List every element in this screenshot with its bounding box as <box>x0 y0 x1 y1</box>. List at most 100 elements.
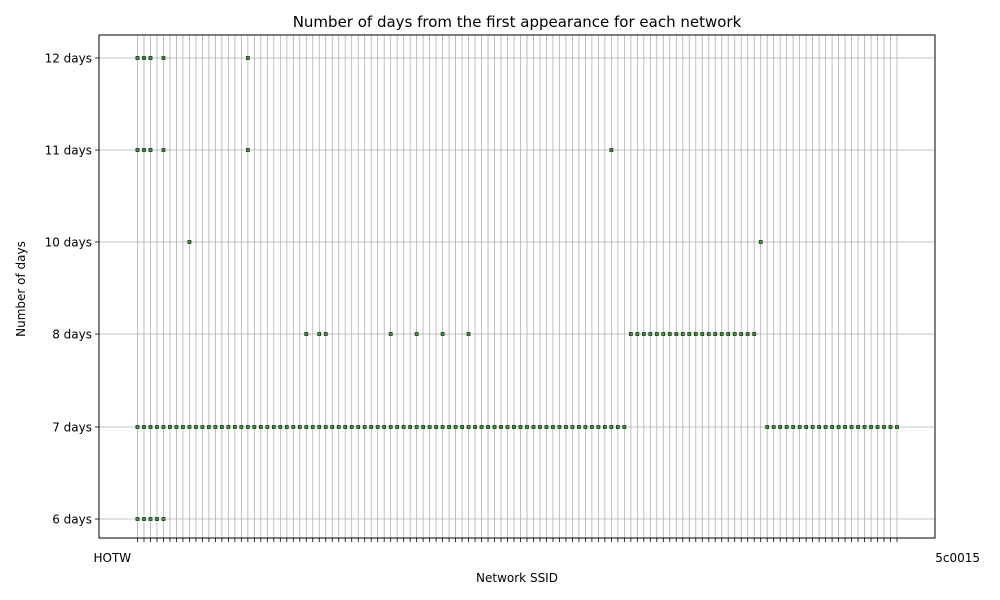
data-point <box>810 425 815 429</box>
data-point <box>155 425 159 429</box>
data-point <box>226 425 231 429</box>
data-point <box>875 425 880 429</box>
data-point <box>168 425 172 429</box>
data-point <box>713 332 718 336</box>
data-point <box>590 425 594 429</box>
x-gridlines <box>137 35 898 538</box>
data-point <box>486 425 490 429</box>
data-point <box>473 425 477 429</box>
data-point <box>258 425 263 429</box>
data-point <box>330 425 335 429</box>
data-point <box>577 425 581 429</box>
x-tick-label: HOTW <box>94 551 132 565</box>
y-tick-label: 6 days <box>52 513 92 527</box>
data-point <box>538 425 542 429</box>
data-point <box>362 425 367 429</box>
data-point <box>317 425 322 429</box>
data-point <box>732 332 737 336</box>
data-point <box>434 425 438 429</box>
data-point <box>174 425 179 429</box>
data-point <box>726 332 731 336</box>
data-point <box>246 425 250 429</box>
data-point <box>862 425 867 429</box>
data-point <box>200 425 205 429</box>
data-point <box>856 425 860 429</box>
data-point <box>752 332 757 336</box>
data-point <box>466 332 471 336</box>
data-point <box>284 425 289 429</box>
data-point <box>804 425 808 429</box>
data-point <box>343 425 348 429</box>
data-point <box>336 425 341 429</box>
y-tick-label: 12 days <box>45 52 92 66</box>
data-point <box>388 425 393 429</box>
data-point <box>765 425 770 429</box>
y-gridlines <box>99 57 935 520</box>
data-point <box>142 56 146 60</box>
data-point <box>194 425 198 429</box>
data-point <box>246 56 250 60</box>
data-point <box>882 425 886 429</box>
data-point <box>382 425 387 429</box>
y-axis-label: Number of days <box>14 241 28 337</box>
data-point <box>641 332 646 336</box>
data-point <box>135 425 140 429</box>
data-point <box>784 425 789 429</box>
data-point <box>648 332 653 336</box>
data-point <box>888 425 893 429</box>
data-point <box>551 425 555 429</box>
data-point <box>609 148 614 152</box>
y-tick-label: 11 days <box>45 144 92 158</box>
data-point <box>778 425 782 429</box>
data-point <box>161 148 166 152</box>
data-point <box>135 517 140 521</box>
data-point <box>661 332 666 336</box>
data-point <box>492 425 497 429</box>
data-point <box>603 425 607 429</box>
data-point <box>440 332 445 336</box>
data-point <box>557 425 562 429</box>
data-point <box>135 56 140 60</box>
data-point <box>142 148 146 152</box>
data-point <box>252 425 257 429</box>
data-point <box>609 425 614 429</box>
data-point <box>836 425 841 429</box>
x-axis-label: Network SSID <box>476 571 558 585</box>
data-point <box>408 425 412 429</box>
data-point <box>181 425 185 429</box>
data-point <box>155 517 159 521</box>
data-point <box>187 425 192 429</box>
data-point <box>817 425 821 429</box>
data-point <box>869 425 873 429</box>
y-axis-ticks: 6 days 7 days 8 days 10 days 11 days 12 days <box>45 52 99 527</box>
data-point <box>460 425 464 429</box>
data-point <box>317 332 322 336</box>
data-point <box>466 425 471 429</box>
y-tick-label: 10 days <box>45 236 92 250</box>
data-point <box>297 425 302 429</box>
data-point <box>356 425 361 429</box>
data-point <box>616 425 620 429</box>
data-point <box>570 425 575 429</box>
data-point <box>421 425 425 429</box>
data-point <box>207 425 211 429</box>
x-axis-ticks: HOTW 5c0015 <box>94 538 980 565</box>
data-point <box>304 425 309 429</box>
data-point <box>265 425 270 429</box>
data-point <box>453 425 458 429</box>
data-point <box>771 425 776 429</box>
data-point <box>414 332 419 336</box>
data-point <box>693 332 698 336</box>
data-point <box>635 332 640 336</box>
data-point <box>135 148 140 152</box>
data-point <box>745 332 750 336</box>
data-point <box>148 56 153 60</box>
data-point <box>246 148 250 152</box>
chart-title: Number of days from the first appearance… <box>293 13 742 31</box>
data-point <box>667 332 672 336</box>
data-point <box>187 240 192 244</box>
data-point <box>213 425 218 429</box>
data-point <box>271 425 276 429</box>
data-point <box>447 425 451 429</box>
data-point <box>233 425 237 429</box>
